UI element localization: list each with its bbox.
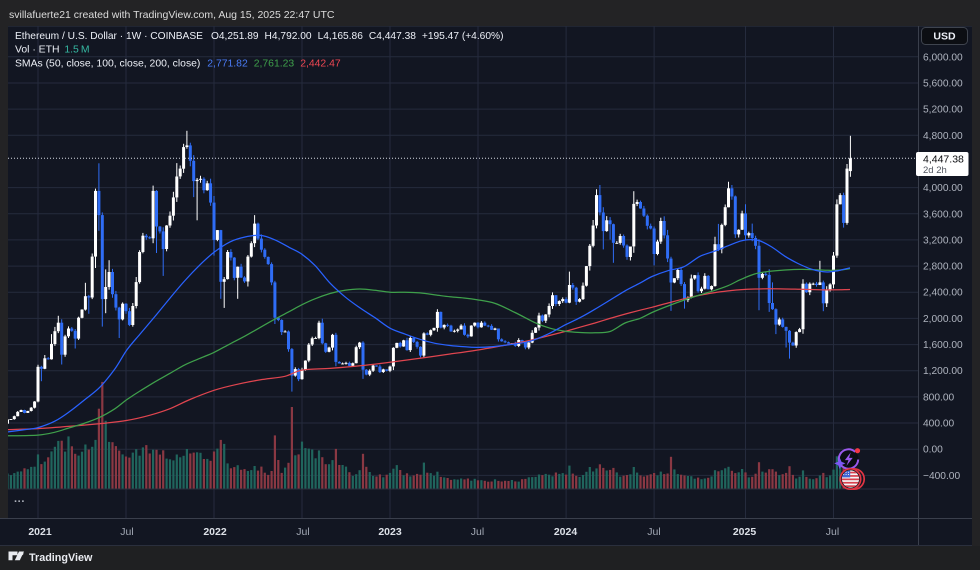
svg-text:400.00: 400.00 (923, 419, 954, 430)
svg-text:4,800.00: 4,800.00 (923, 131, 963, 142)
svg-text:2021: 2021 (28, 526, 52, 538)
svg-text:Jul: Jul (120, 526, 133, 538)
svg-text:3,600.00: 3,600.00 (923, 209, 963, 220)
svg-text:Vol · ETH 1.5 M: Vol · ETH 1.5 M (15, 45, 90, 56)
svg-text:svillafuerte21 created with Tr: svillafuerte21 created with TradingView.… (9, 9, 335, 21)
svg-text:2,800.00: 2,800.00 (923, 262, 963, 273)
svg-text:6,000.00: 6,000.00 (923, 52, 963, 63)
svg-text:2025: 2025 (733, 526, 757, 538)
svg-text:2,000.00: 2,000.00 (923, 314, 963, 325)
svg-text:2023: 2023 (378, 526, 402, 538)
svg-text:TradingView: TradingView (29, 552, 93, 564)
svg-text:Jul: Jul (647, 526, 660, 538)
svg-text:2d 2h: 2d 2h (923, 165, 947, 176)
svg-text:0.00: 0.00 (923, 445, 943, 456)
svg-text:2024: 2024 (554, 526, 578, 538)
svg-text:Jul: Jul (826, 526, 839, 538)
svg-text:−400.00: −400.00 (923, 471, 960, 482)
svg-text:4,447.38: 4,447.38 (923, 154, 964, 166)
svg-text:USD: USD (933, 31, 956, 43)
svg-text:3,200.00: 3,200.00 (923, 235, 963, 246)
svg-text:2022: 2022 (203, 526, 227, 538)
svg-text:1,200.00: 1,200.00 (923, 366, 963, 377)
svg-text:Jul: Jul (471, 526, 484, 538)
svg-text:2,400.00: 2,400.00 (923, 288, 963, 299)
svg-text:Jul: Jul (296, 526, 309, 538)
svg-text:···: ··· (14, 496, 25, 508)
svg-text:SMAs (50, close, 100, close, 2: SMAs (50, close, 100, close, 200, close)… (15, 59, 341, 70)
svg-text:4,000.00: 4,000.00 (923, 183, 963, 194)
svg-text:5,600.00: 5,600.00 (923, 79, 963, 90)
svg-text:800.00: 800.00 (923, 392, 954, 403)
svg-text:5,200.00: 5,200.00 (923, 105, 963, 116)
svg-text:1,600.00: 1,600.00 (923, 340, 963, 351)
